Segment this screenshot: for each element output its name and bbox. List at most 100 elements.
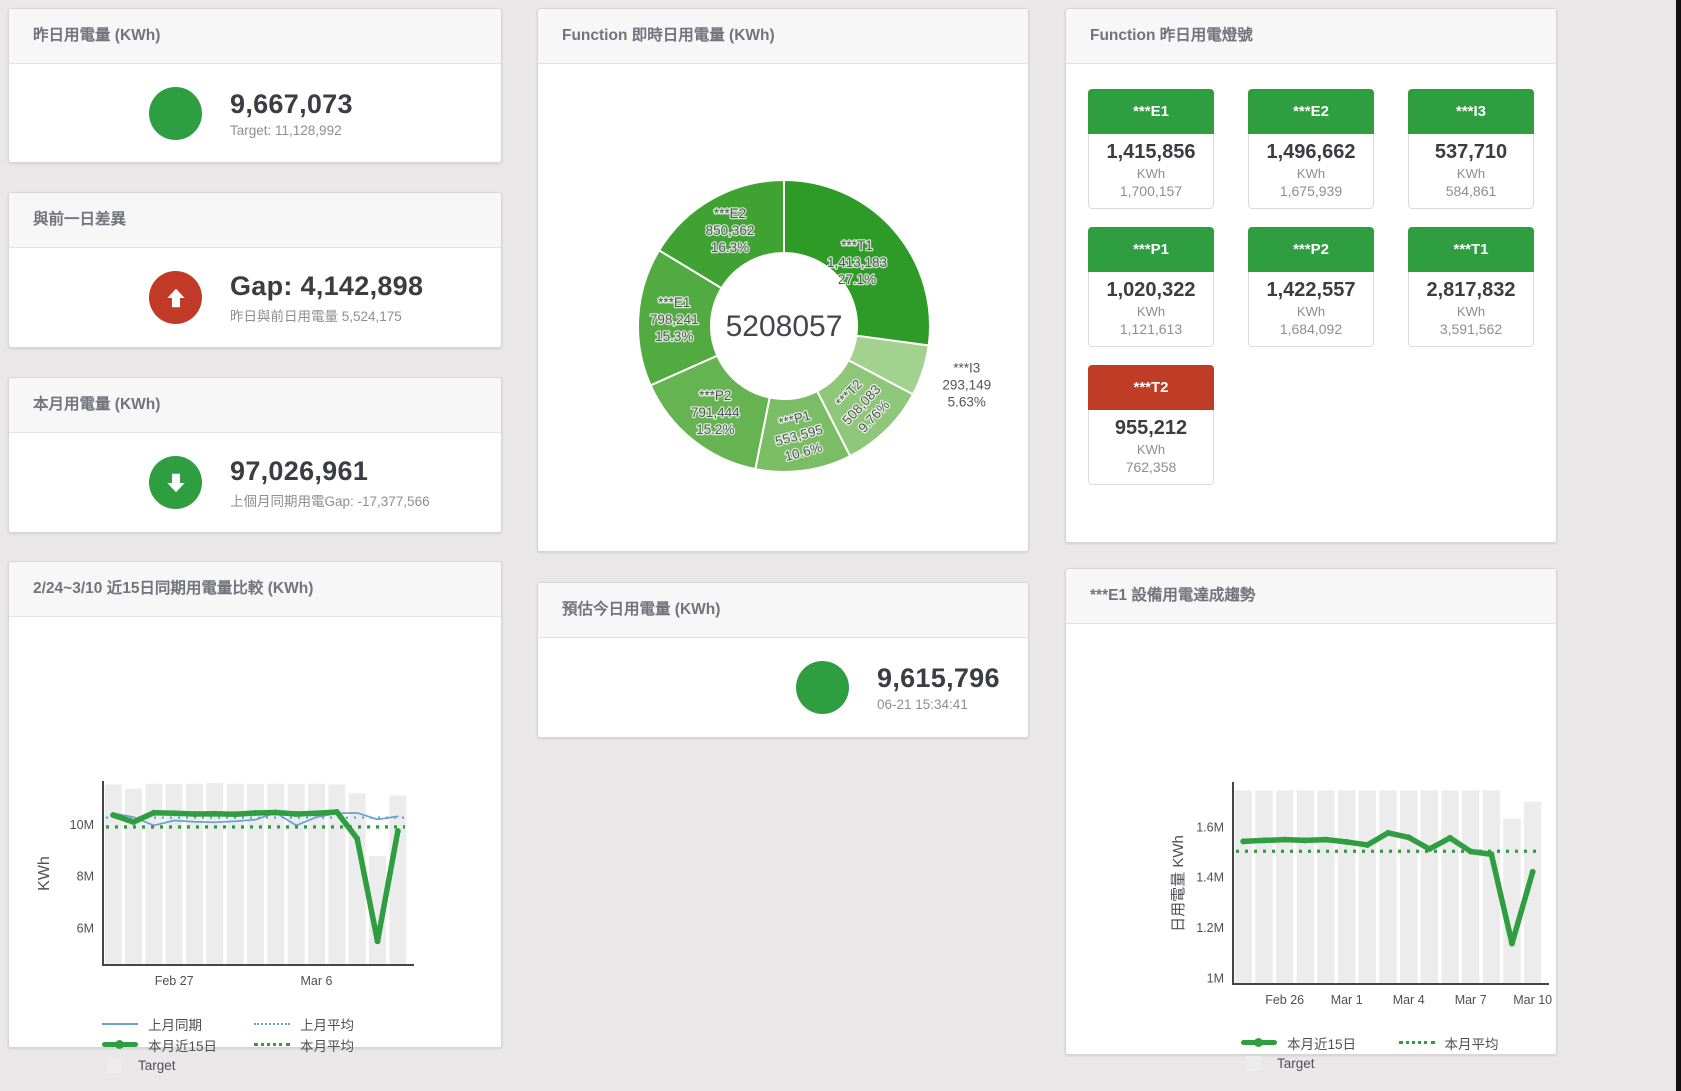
series-point	[1323, 836, 1329, 843]
panel-header-compare[interactable]: 2/24~3/10 近15日同期用電量比較 (KWh)	[9, 562, 501, 617]
target-bar	[1255, 790, 1273, 983]
legend-label: 本月近15日	[148, 1038, 218, 1054]
series-point	[1364, 841, 1371, 848]
status-circle-green	[149, 87, 202, 140]
status-tile-P1: ***P1 1,020,322 KWh 1,121,613	[1088, 227, 1214, 347]
series-point	[171, 810, 178, 817]
donut-chart[interactable]: ***T1 1,413,183 27.1%***I3 293,149 5.63%***T…	[538, 64, 1028, 550]
series-point	[1426, 845, 1433, 852]
gap-value: Gap: 4,142,898	[230, 270, 424, 301]
series-point	[1240, 838, 1247, 845]
panel-header-month[interactable]: 本月用電量 (KWh)	[9, 378, 501, 433]
panel-header-day-gap[interactable]: 與前一日差異	[9, 193, 501, 248]
series-point	[1281, 836, 1288, 843]
x-tick: Feb 26	[1265, 993, 1304, 1007]
series-point	[1302, 837, 1309, 844]
donut-slice-label: ***E1 798,241 15.3%	[650, 295, 699, 344]
panel-title: 本月用電量 (KWh)	[33, 396, 161, 413]
card-yesterday-usage: 昨日用電量 (KWh) 9,667,073 Target: 11,128,992	[8, 8, 502, 163]
tile-value: 1,496,662	[1266, 141, 1356, 163]
series-point	[1488, 851, 1495, 858]
y-tick: 6M	[77, 921, 94, 935]
target-bar	[1358, 790, 1377, 983]
tile-body: 1,020,322 KWh 1,121,613	[1088, 272, 1214, 347]
panel-header-lights[interactable]: Function 昨日用電燈號	[1066, 9, 1556, 64]
month-subtitle: 上個月同期用電Gap: -17,377,566	[230, 493, 430, 509]
tile-header: ***P1	[1088, 227, 1214, 272]
target-bar	[1441, 790, 1459, 983]
legend-item-thismonth-line[interactable]: 本月近15日	[1241, 1033, 1399, 1053]
series-point	[354, 835, 361, 842]
tile-value: 1,020,322	[1106, 279, 1196, 301]
legend-item-thismonth-line[interactable]: 本月近15日	[102, 1035, 254, 1055]
series-point	[374, 938, 381, 945]
green-line-marker-icon	[102, 1040, 138, 1049]
target-bar	[165, 784, 183, 964]
donut-slice-label: ***E2 850,362 16.3%	[706, 206, 755, 255]
trend-chart[interactable]: 1M 1.2M 1.4M 1.6M Feb 26 Mar 1 Mar 4 Mar 7 Mar 1…	[1066, 772, 1556, 1030]
card-month-usage: 本月用電量 (KWh) 97,026,961 上個月同期用電Gap: -17,3…	[8, 377, 502, 533]
blue-dotted-marker-icon	[254, 1022, 290, 1025]
card-estimate-today: 預估今日用電量 (KWh) 9,615,796 06-21 15:34:41	[537, 582, 1029, 738]
compare-chart[interactable]: 6M 8M 10M Feb 27 Mar 6 KWh	[9, 771, 501, 1011]
status-tile-I3: ***I3 537,710 KWh 584,861	[1408, 89, 1534, 209]
panel-header-donut[interactable]: Function 即時日用電量 (KWh)	[538, 9, 1028, 64]
series-point	[293, 811, 300, 818]
y-tick: 1.6M	[1196, 820, 1224, 834]
status-tile-T1: ***T1 2,817,832 KWh 3,591,562	[1408, 227, 1534, 347]
target-bar	[267, 783, 285, 964]
yesterday-target: Target: 11,128,992	[230, 123, 342, 138]
donut-slice-E2[interactable]	[657, 178, 785, 290]
target-bar	[1337, 790, 1356, 983]
series-point	[313, 810, 320, 817]
y-tick: 8M	[77, 870, 94, 884]
y-axis-label: KWh	[36, 856, 53, 891]
legend-item-thismonth-avg[interactable]: 本月平均	[1398, 1033, 1557, 1053]
status-tile-E2: ***E2 1,496,662 KWh 1,675,939	[1248, 89, 1374, 209]
tile-body: 537,710 KWh 584,861	[1408, 134, 1534, 209]
tile-body: 1,415,856 KWh 1,700,157	[1088, 134, 1214, 209]
tile-value: 1,422,557	[1266, 279, 1356, 301]
donut-slice-label: ***T1 1,413,183 27.1%	[827, 238, 887, 287]
target-bar	[1234, 790, 1253, 983]
target-bar	[1379, 790, 1397, 983]
series-point	[130, 819, 137, 826]
target-bar	[307, 783, 326, 964]
gap-subtitle: 昨日與前日用電量 5,524,175	[230, 308, 402, 324]
card-e1-trend: ***E1 設備用電達成趨勢 1M 1.2M 1.4M 1.6M Feb 26 Mar 1…	[1065, 568, 1557, 1071]
series-point	[232, 811, 239, 818]
compare-legend: 上月同期 上月平均 本月近15日 本月平均	[102, 1013, 501, 1076]
series-point	[1405, 834, 1412, 841]
panel-header-trend[interactable]: ***E1 設備用電達成趨勢	[1066, 569, 1556, 624]
legend-item-lastmonth-line[interactable]: 上月同期	[102, 1014, 254, 1034]
legend-item-target[interactable]: Target	[102, 1058, 254, 1073]
legend-label: Target	[138, 1058, 176, 1073]
series-line-thin	[112, 811, 399, 827]
tile-unit: KWh	[1136, 304, 1166, 319]
target-bar	[246, 784, 265, 964]
legend-label: 本月平均	[1444, 1036, 1499, 1052]
legend-item-thismonth-avg[interactable]: 本月平均	[254, 1035, 406, 1055]
legend-label: 上月同期	[148, 1017, 202, 1033]
tile-body: 2,817,832 KWh 3,591,562	[1408, 272, 1534, 347]
yesterday-value: 9,667,073	[230, 89, 353, 119]
target-bar	[1296, 790, 1315, 983]
status-tile-E1: ***E1 1,415,856 KWh 1,700,157	[1088, 89, 1214, 209]
series-point	[110, 812, 117, 819]
green-dotted-marker-icon	[254, 1043, 290, 1046]
donut-slice-T1[interactable]	[783, 178, 931, 347]
series-point	[191, 811, 198, 818]
legend-item-lastmonth-avg[interactable]: 上月平均	[254, 1014, 406, 1034]
panel-header-estimate[interactable]: 預估今日用電量 (KWh)	[538, 583, 1028, 638]
tile-header: ***I3	[1408, 89, 1534, 134]
tile-header: ***E2	[1248, 89, 1374, 134]
target-bar	[185, 783, 204, 964]
card-status-lights: Function 昨日用電燈號 ***E1 1,415,856 KWh 1,700,1…	[1065, 8, 1557, 543]
target-bar	[1420, 790, 1439, 983]
tile-unit: KWh	[1456, 304, 1486, 319]
legend-item-target[interactable]: Target	[1241, 1056, 1403, 1071]
tile-target: 1,675,939	[1279, 183, 1343, 199]
panel-header-yesterday[interactable]: 昨日用電量 (KWh)	[9, 9, 501, 64]
x-tick: Mar 6	[301, 974, 333, 988]
panel-title: ***E1 設備用電達成趨勢	[1090, 587, 1256, 604]
